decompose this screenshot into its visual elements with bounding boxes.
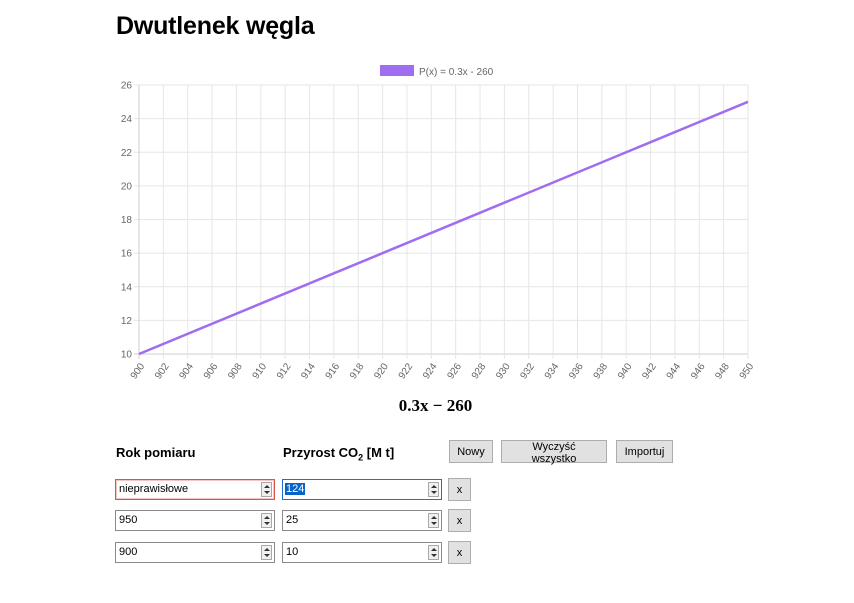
spinner-arrows-icon[interactable] (261, 545, 272, 560)
growth-input-2[interactable]: 25 (282, 510, 442, 531)
column-header-growth-unit: [M t] (363, 445, 395, 460)
clear-all-button[interactable]: Wyczyść wszystko (501, 440, 607, 465)
x-tick-label: 910 (251, 361, 270, 381)
delete-row-button-2[interactable]: x (448, 509, 471, 532)
import-button[interactable]: Importuj (616, 440, 673, 463)
series-line (138, 100, 749, 356)
y-tick-label: 20 (121, 181, 133, 192)
x-tick-label: 906 (202, 361, 221, 381)
page-title: Dwutlenek węgla (116, 12, 315, 40)
delete-row-button-3[interactable]: x (448, 541, 471, 564)
spinner-arrows-icon[interactable] (428, 513, 439, 528)
x-tick-label: 928 (470, 361, 489, 381)
new-button[interactable]: Nowy (449, 440, 493, 463)
chart-legend: P(x) = 0.3x - 260 (380, 65, 494, 78)
growth-input-1[interactable]: 124 (282, 479, 442, 500)
growth-input-3[interactable]: 10 (282, 542, 442, 563)
x-tick-label: 920 (372, 361, 391, 381)
y-tick-label: 16 (121, 249, 133, 260)
x-tick-label: 918 (348, 361, 367, 381)
x-tick-label: 904 (177, 361, 196, 381)
y-tick-label: 24 (121, 114, 133, 125)
year-input-value: nieprawisłowe (119, 483, 189, 495)
x-tick-label: 936 (567, 361, 586, 381)
y-axis-ticks: 10 12 14 16 18 20 22 24 26 (121, 81, 133, 361)
year-input-2[interactable]: 950 (115, 510, 275, 531)
legend-swatch (380, 65, 414, 76)
line-chart: 10 12 14 16 18 20 22 24 26 900 902 904 906 908 910 912… (121, 65, 757, 381)
x-tick-label: 946 (689, 361, 708, 381)
y-tick-label: 10 (121, 350, 133, 361)
x-tick-label: 950 (738, 361, 757, 381)
spinner-arrows-icon[interactable] (428, 482, 439, 497)
growth-input-value: 10 (286, 546, 299, 558)
x-tick-label: 930 (494, 361, 513, 381)
x-tick-label: 948 (713, 361, 732, 381)
year-input-3[interactable]: 900 (115, 542, 275, 563)
x-tick-label: 942 (640, 361, 659, 381)
x-tick-label: 934 (543, 361, 562, 381)
x-tick-label: 900 (129, 361, 148, 381)
x-tick-label: 926 (445, 361, 464, 381)
x-tick-label: 940 (616, 361, 635, 381)
x-tick-label: 932 (519, 361, 538, 381)
x-tick-label: 902 (153, 361, 172, 381)
legend-label: P(x) = 0.3x - 260 (419, 67, 494, 78)
y-tick-label: 22 (121, 148, 133, 159)
year-input-value: 900 (119, 546, 138, 558)
x-tick-label: 944 (665, 361, 684, 381)
chart-grid (134, 84, 749, 359)
spinner-arrows-icon[interactable] (261, 513, 272, 528)
growth-input-value: 25 (286, 514, 299, 526)
spinner-arrows-icon[interactable] (428, 545, 439, 560)
year-input-value: 950 (119, 514, 138, 526)
year-input-1[interactable]: nieprawisłowe (115, 479, 275, 500)
delete-row-button-1[interactable]: x (448, 478, 471, 501)
column-header-growth-text: Przyrost CO (283, 445, 359, 460)
x-tick-label: 922 (397, 361, 416, 381)
co2-subscript: 2 (358, 452, 364, 463)
y-tick-label: 26 (121, 81, 133, 92)
x-tick-label: 914 (299, 361, 318, 381)
x-tick-label: 912 (275, 361, 294, 381)
y-tick-label: 18 (121, 215, 133, 226)
y-tick-label: 12 (121, 316, 133, 327)
x-tick-label: 924 (421, 361, 440, 381)
column-header-year: Rok pomiaru (116, 445, 196, 460)
x-tick-label: 938 (592, 361, 611, 381)
x-tick-label: 908 (226, 361, 245, 381)
formula-display: 0.3x − 260 (398, 396, 473, 415)
spinner-arrows-icon[interactable] (261, 482, 272, 497)
growth-input-value: 124 (285, 483, 306, 495)
x-tick-label: 916 (324, 361, 343, 381)
column-header-growth: Przyrost CO2 [M t] (283, 445, 394, 463)
x-axis-ticks: 900 902 904 906 908 910 912 914 916 918 920 922 924 9… (129, 361, 757, 381)
y-tick-label: 14 (121, 282, 133, 293)
chart-series (138, 100, 749, 356)
